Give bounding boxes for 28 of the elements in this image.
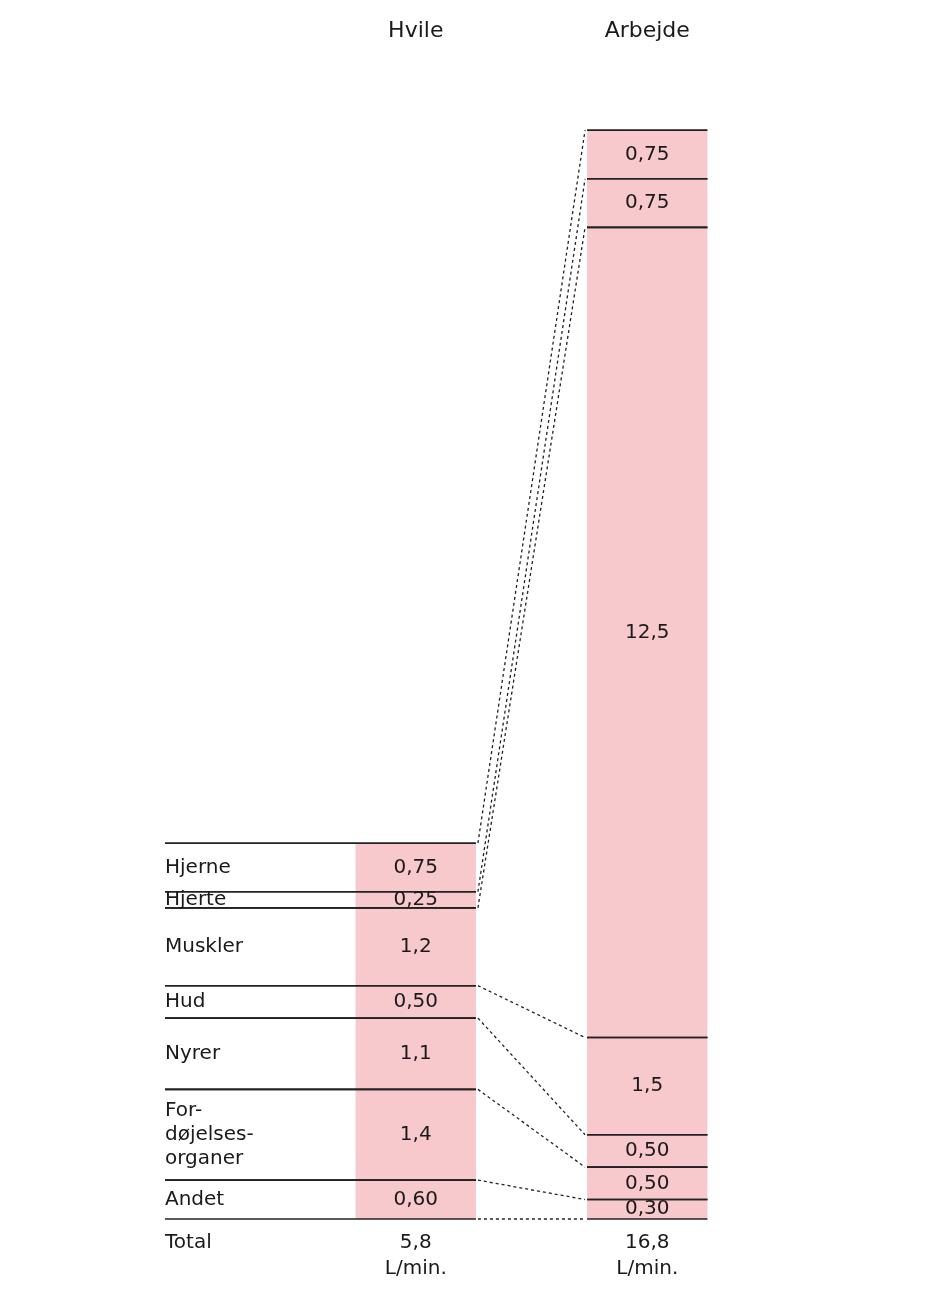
text: Hud: [165, 988, 206, 1013]
text: Andet: [165, 1185, 225, 1210]
x-tick-label: Arbejde: [604, 16, 690, 42]
bar: [587, 130, 708, 179]
text: Hjerne: [165, 853, 231, 878]
data-label: 0,50: [624, 1137, 670, 1162]
text: Hjerte: [165, 886, 227, 911]
data-label: 12,5: [624, 618, 670, 643]
data-label: 1,5: [631, 1072, 664, 1097]
total-label: 16,8 L/min.: [616, 1229, 679, 1280]
data-label: 1,1: [399, 1039, 432, 1064]
text: For- døjelses- organer: [165, 1096, 254, 1169]
data-label: 0,50: [393, 988, 439, 1013]
bar: [355, 843, 476, 892]
data-label: 1,4: [399, 1120, 432, 1145]
text: Muskler: [165, 933, 244, 957]
text: Nyrer: [165, 1039, 221, 1064]
data-label: 0,75: [624, 189, 670, 214]
data-label: 0,50: [624, 1169, 670, 1194]
data-label: 0,30: [624, 1195, 670, 1220]
data-label: 1,2: [399, 933, 432, 957]
data-label: 0,75: [393, 853, 439, 878]
data-label: 0,75: [624, 140, 670, 165]
x-tick-label: Hvile: [388, 16, 444, 42]
data-label: 0,60: [393, 1185, 439, 1210]
data-label: 0,25: [393, 886, 439, 911]
text: Total: [164, 1229, 212, 1254]
total-label: 5,8 L/min.: [384, 1229, 447, 1280]
